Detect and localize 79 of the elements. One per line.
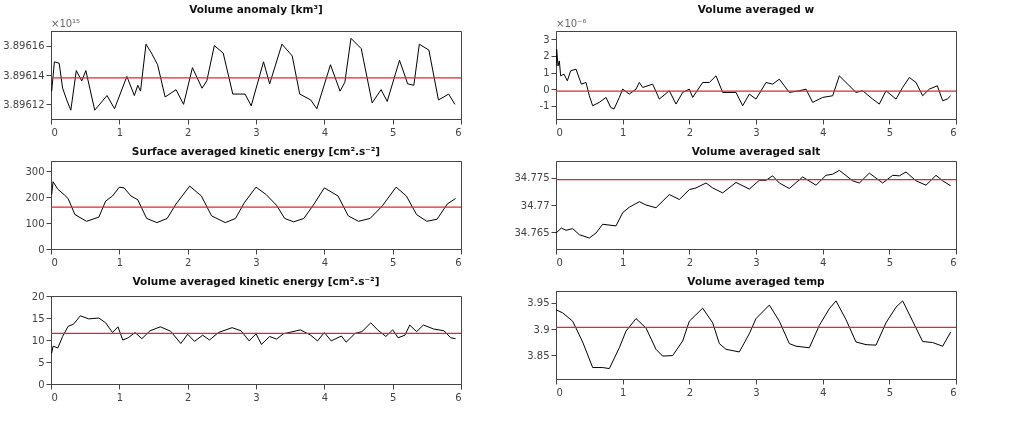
y-tick-label: 300 [25,165,45,177]
x-tick-label: 5 [886,126,894,138]
text: ×10¹⁵ [51,18,81,29]
y-tick-label: 0 [38,243,45,255]
y-tick-label: 10 [31,334,45,346]
x-tick-label: 3 [753,386,760,398]
x-tick-label: 6 [455,126,462,138]
x-tick-label: 1 [116,126,124,138]
x-tick-label: 2 [184,391,192,403]
x-tick-label: 4 [321,126,329,138]
text: ×10⁻⁶ [556,18,587,29]
x-tick-label: 6 [455,391,462,403]
x-tick-label: 1 [116,256,124,268]
y-tick-label: 5 [38,356,45,368]
x-tick-label: 0 [51,256,58,268]
x-tick-label: 2 [686,386,694,398]
y-tick-label: 100 [25,217,45,229]
chart-title: Volume anomaly [km³] [189,2,323,15]
x-tick-label: 1 [619,126,627,138]
y-tick-label: 3.9 [533,323,550,335]
x-tick-label: 3 [253,126,260,138]
x-tick-label: 0 [51,391,58,403]
y-tick-label: 34.77 [520,199,550,211]
x-tick-label: 5 [389,256,397,268]
x-tick-label: 3 [753,256,760,268]
x-tick-label: 2 [184,126,192,138]
y-tick-label: 1 [543,67,550,79]
line-series [556,169,952,239]
x-tick-label: 2 [686,256,694,268]
line-series [51,37,456,111]
x-tick-label: 5 [886,256,894,268]
y-tick-label: 200 [25,191,45,203]
chart-title: Volume averaged kinetic energy [cm².s⁻²] [132,274,380,287]
y-tick-label: 2 [543,50,550,62]
y-tick-label: 34.775 [514,172,550,183]
y-tick-label: -1 [539,100,550,112]
x-tick-label: 6 [950,256,957,268]
x-tick-label: 3 [253,256,260,268]
x-tick-label: 3 [253,391,260,403]
x-tick-label: 6 [950,126,957,138]
chart-title: Volume averaged salt [691,144,821,157]
x-tick-label: 3 [753,126,760,138]
y-tick-label: 0 [38,378,45,390]
line-series [556,300,952,370]
line-series [51,315,457,354]
x-tick-label: 0 [51,126,58,138]
y-tick-label: 20 [31,290,45,302]
y-tick-label: 3.95 [527,297,550,309]
y-tick-label: 3.85 [527,349,550,361]
x-tick-label: 6 [950,386,957,398]
x-tick-label: 0 [556,126,563,138]
x-tick-label: 4 [321,256,329,268]
chart-title: Volume averaged temp [687,274,826,287]
y-tick-label: 15 [31,312,45,324]
y-tick-label: 3.89612 [3,98,45,110]
x-tick-label: 0 [556,256,563,268]
y-tick-label: 3.89614 [3,69,45,81]
line-series [556,48,952,110]
y-tick-label: 3 [543,33,550,45]
x-tick-label: 2 [184,256,192,268]
x-tick-label: 6 [455,256,462,268]
x-tick-label: 5 [886,386,894,398]
x-tick-label: 1 [619,386,627,398]
x-tick-label: 1 [619,256,627,268]
x-tick-label: 5 [389,126,397,138]
y-tick-label: 0 [543,83,550,95]
y-tick-label: 3.89616 [3,40,45,52]
x-tick-label: 4 [819,386,827,398]
x-tick-label: 4 [321,391,329,403]
x-tick-label: 5 [389,391,397,403]
x-tick-label: 4 [819,126,827,138]
line-series [51,181,457,224]
chart-title: Surface averaged kinetic energy [cm².s⁻²] [131,144,381,157]
x-tick-label: 4 [819,256,827,268]
y-tick-label: 34.765 [514,227,550,238]
x-tick-label: 1 [116,391,124,403]
chart-title: Volume averaged w [697,2,815,15]
x-tick-label: 0 [556,386,563,398]
x-tick-label: 2 [686,126,694,138]
